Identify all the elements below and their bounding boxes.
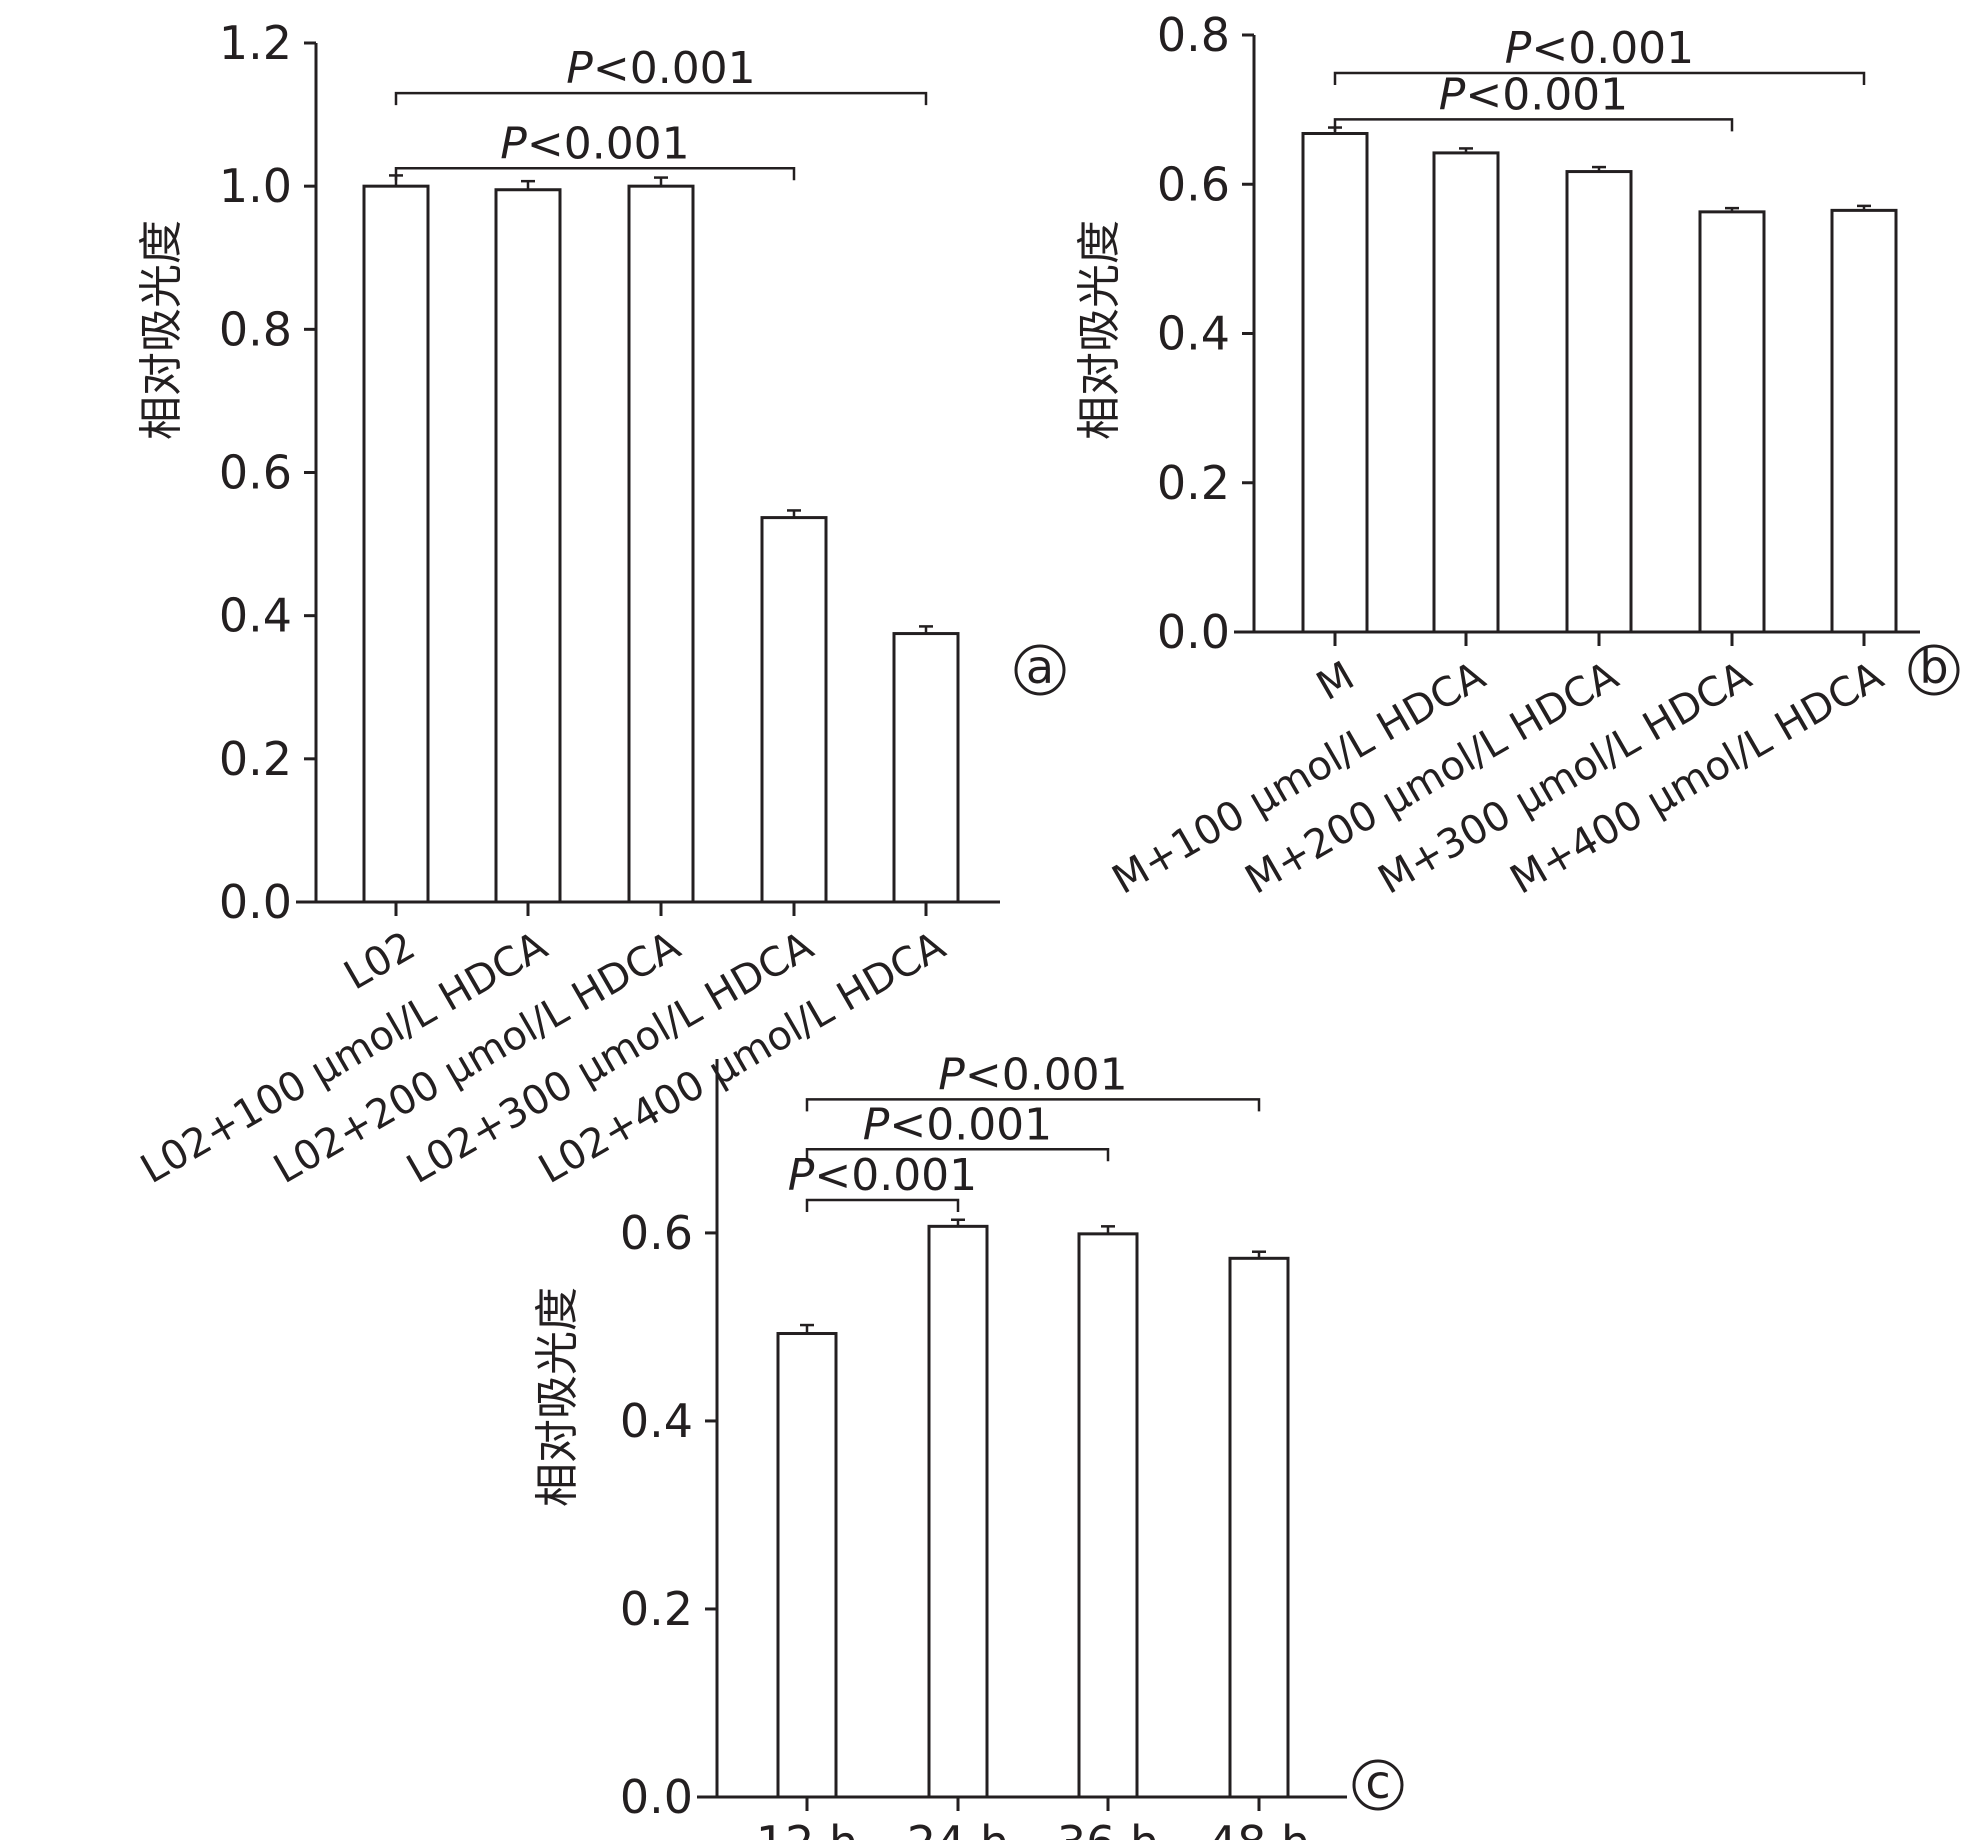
p-threshold: <0.001	[1465, 69, 1628, 120]
panel-label-circle	[1014, 644, 1066, 696]
bar-4	[1830, 208, 1898, 634]
bar-3	[1698, 210, 1766, 634]
p-threshold: <0.001	[889, 1099, 1052, 1150]
bar-0	[362, 184, 430, 904]
p-threshold: <0.001	[593, 43, 756, 94]
y-axis-label: 相对吸光度	[532, 1287, 583, 1507]
significance-bracket	[394, 91, 928, 106]
y-tick-label: 0.2	[219, 732, 292, 786]
x-tick-label: 36 h	[1057, 1816, 1159, 1840]
y-tick-label: 0.4	[620, 1394, 693, 1448]
bar-3	[1228, 1256, 1290, 1799]
y-tick-label: 0.0	[620, 1770, 693, 1824]
bar-1	[927, 1224, 989, 1799]
significance-bracket	[1333, 118, 1734, 132]
p-symbol: P	[863, 1099, 890, 1150]
p-symbol: P	[500, 118, 527, 169]
p-symbol: P	[1505, 23, 1532, 74]
p-value-label: P<0.001	[500, 118, 689, 169]
panel-label: c	[1365, 1755, 1390, 1809]
panel-label-circle	[1352, 1759, 1404, 1811]
bar-0	[1301, 132, 1369, 634]
y-tick-label: 0.4	[1157, 307, 1230, 361]
y-tick-label: 0.4	[219, 589, 292, 643]
y-tick-label: 1.2	[219, 16, 292, 70]
x-tick-label: L02	[337, 923, 423, 999]
p-threshold: <0.001	[527, 118, 690, 169]
panel-label: b	[1919, 640, 1948, 694]
y-tick-label: 0.6	[1157, 157, 1230, 211]
bar-1	[494, 188, 562, 904]
y-tick-label: 0.8	[219, 302, 292, 356]
bar-2	[1077, 1232, 1139, 1799]
bar-1	[1432, 151, 1500, 634]
significance-bracket	[1333, 71, 1866, 86]
p-threshold: <0.001	[1531, 23, 1694, 74]
y-tick-label: 0.2	[620, 1582, 693, 1636]
y-tick-label: 0.6	[219, 446, 292, 500]
x-tick-label: M	[1309, 653, 1362, 710]
y-tick-label: 1.0	[219, 159, 292, 213]
significance-bracket	[394, 167, 796, 181]
bar-4	[892, 632, 960, 904]
y-axis-label: 相对吸光度	[1074, 220, 1125, 440]
x-tick-label: 24 h	[907, 1816, 1009, 1840]
p-value-label: P<0.001	[566, 43, 755, 94]
y-axis-label: 相对吸光度	[136, 220, 187, 440]
y-tick-label: 0.0	[1157, 605, 1230, 659]
bar-2	[627, 184, 695, 904]
p-symbol: P	[566, 43, 593, 94]
bar-2	[1565, 170, 1633, 634]
p-symbol: P	[938, 1049, 965, 1100]
y-tick-label: 0.0	[219, 875, 292, 929]
p-threshold: <0.001	[814, 1150, 977, 1201]
significance-bracket	[805, 1148, 1110, 1162]
panel-label: a	[1026, 640, 1054, 694]
p-value-label: P<0.001	[1439, 69, 1628, 120]
x-tick-label: 12 h	[756, 1816, 858, 1840]
x-tick-label: 48 h	[1208, 1816, 1310, 1840]
y-tick-label: 0.6	[620, 1206, 693, 1260]
y-tick-label: 0.2	[1157, 456, 1230, 510]
y-tick-label: 0.8	[1157, 8, 1230, 62]
bar-3	[760, 516, 828, 904]
significance-bracket	[805, 1098, 1261, 1112]
p-value-label: P<0.001	[863, 1099, 1052, 1150]
panel-c: 0.00.20.40.6相对吸光度12 h24 h36 h48 hP<0.001…	[532, 1049, 1404, 1845]
panel-label-circle	[1908, 644, 1960, 696]
p-symbol: P	[788, 1150, 815, 1201]
significance-bracket	[805, 1198, 960, 1213]
p-symbol: P	[1439, 69, 1466, 120]
p-value-label: P<0.001	[788, 1150, 977, 1201]
p-value-label: P<0.001	[938, 1049, 1127, 1100]
p-threshold: <0.001	[965, 1049, 1128, 1100]
p-value-label: P<0.001	[1505, 23, 1694, 74]
bar-0	[776, 1332, 838, 1799]
